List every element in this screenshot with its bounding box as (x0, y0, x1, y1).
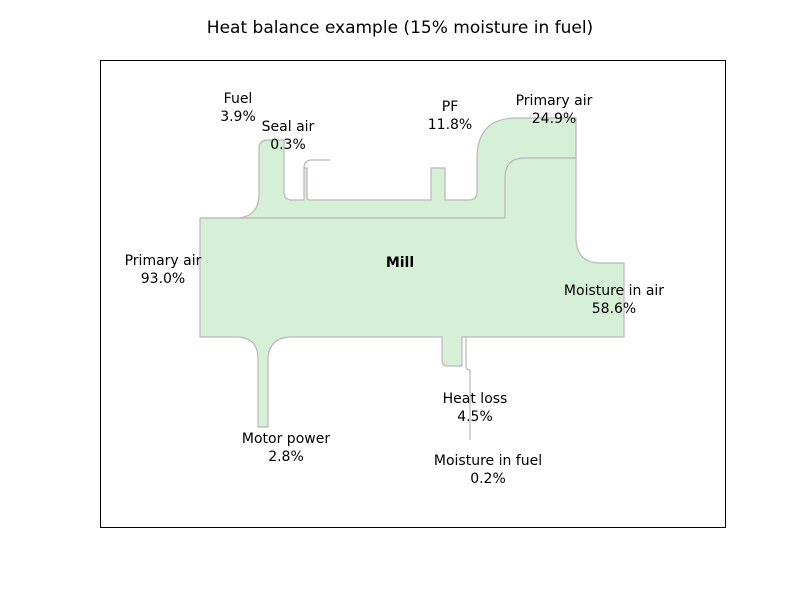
text: 2.8% (268, 449, 304, 465)
text: 11.8% (428, 117, 472, 133)
text: 93.0% (141, 271, 185, 287)
text: 0.2% (470, 471, 506, 487)
label-primary-air-out: Primary air 24.9% (504, 93, 604, 128)
label-heat-loss: Heat loss 4.5% (435, 391, 515, 426)
label-seal-air: Seal air 0.3% (248, 119, 328, 154)
label-moisture-air: Moisture in air 58.6% (554, 283, 674, 318)
text: Primary air (125, 253, 202, 269)
text: 4.5% (457, 409, 493, 425)
sankey-diagram (0, 0, 800, 597)
text: Fuel (224, 91, 253, 107)
text: 58.6% (592, 301, 636, 317)
text: Moisture in fuel (434, 453, 542, 469)
label-pf: PF 11.8% (420, 99, 480, 134)
text: PF (442, 99, 459, 115)
label-motor-power: Motor power 2.8% (226, 431, 346, 466)
text: Motor power (242, 431, 330, 447)
text: Primary air (516, 93, 593, 109)
text: Seal air (262, 119, 315, 135)
label-primary-air-in: Primary air 93.0% (113, 253, 213, 288)
text: 0.3% (270, 137, 306, 153)
label-moisture-fuel: Moisture in fuel 0.2% (418, 453, 558, 488)
text: Moisture in air (564, 283, 664, 299)
text: 24.9% (532, 111, 576, 127)
text: Heat loss (443, 391, 508, 407)
center-label: Mill (360, 255, 440, 273)
